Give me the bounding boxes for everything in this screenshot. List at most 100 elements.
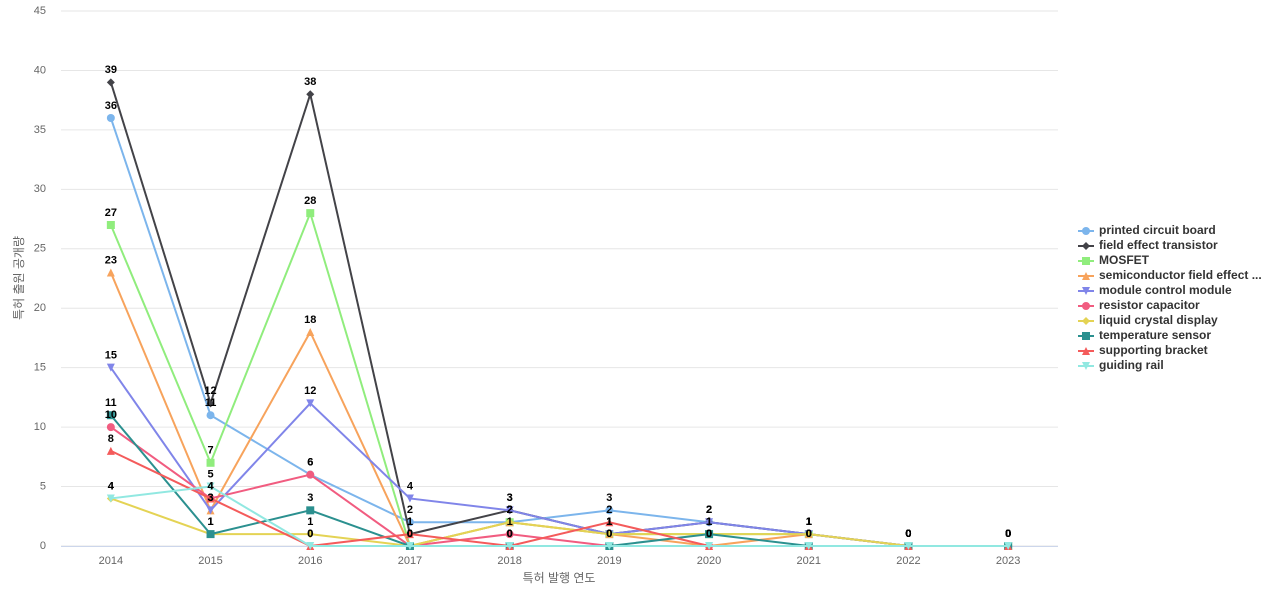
marker bbox=[705, 530, 714, 539]
data-label: 10 bbox=[105, 409, 117, 421]
x-tick-label: 2014 bbox=[99, 555, 123, 567]
data-label: 2 bbox=[606, 504, 612, 516]
y-axis-title: 특허 출원 공개량 bbox=[12, 236, 26, 320]
y-tick-label: 20 bbox=[34, 302, 46, 314]
data-label: 1 bbox=[706, 516, 712, 528]
series-line bbox=[110, 497, 1009, 548]
data-label: 0 bbox=[407, 528, 413, 540]
data-label: 11 bbox=[105, 397, 117, 409]
data-label: 3 bbox=[207, 492, 213, 504]
marker bbox=[904, 542, 913, 550]
marker bbox=[206, 458, 215, 467]
data-label: 0 bbox=[606, 528, 612, 540]
data-label: 1 bbox=[407, 516, 413, 528]
data-label: 0 bbox=[905, 528, 911, 540]
marker bbox=[505, 506, 514, 515]
data-label: 1 bbox=[706, 516, 712, 528]
data-label: 0 bbox=[905, 528, 911, 540]
marker bbox=[306, 506, 315, 515]
data-label: 3 bbox=[207, 492, 213, 504]
marker bbox=[605, 542, 614, 550]
series-line bbox=[110, 367, 1009, 547]
data-label: 3 bbox=[307, 492, 313, 504]
data-label: 6 bbox=[307, 457, 313, 469]
data-label: 0 bbox=[1005, 528, 1011, 540]
data-label: 0 bbox=[905, 528, 911, 540]
series-line bbox=[110, 485, 1009, 547]
series-line bbox=[109, 82, 1009, 547]
data-label: 5 bbox=[207, 468, 213, 480]
data-label: 0 bbox=[806, 528, 812, 540]
marker bbox=[206, 506, 215, 515]
data-label: 0 bbox=[407, 528, 413, 540]
x-tick-label: 2015 bbox=[198, 555, 222, 567]
data-label: 0 bbox=[806, 528, 812, 540]
legend-label: guiding rail bbox=[1099, 358, 1164, 372]
data-label: 0 bbox=[905, 528, 911, 540]
data-label: 0 bbox=[1005, 528, 1011, 540]
legend-label: resistor capacitor bbox=[1099, 298, 1200, 312]
marker bbox=[106, 221, 115, 229]
data-label: 2 bbox=[706, 504, 712, 516]
data-label: 1 bbox=[806, 516, 812, 528]
legend-label: semiconductor field effect ... bbox=[1099, 268, 1262, 282]
marker bbox=[206, 494, 215, 503]
legend-label: field effect transistor bbox=[1099, 238, 1218, 252]
data-label: 0 bbox=[1005, 528, 1011, 540]
data-label: 12 bbox=[304, 385, 316, 397]
data-label: 0 bbox=[905, 528, 911, 540]
data-label: 3 bbox=[507, 492, 513, 504]
data-label: 0 bbox=[307, 528, 313, 540]
y-tick-label: 25 bbox=[34, 243, 46, 255]
data-label: 1 bbox=[806, 516, 812, 528]
data-label: 0 bbox=[407, 528, 413, 540]
y-tick-label: 40 bbox=[34, 64, 46, 76]
marker bbox=[605, 530, 614, 539]
marker bbox=[106, 268, 115, 277]
data-label: 4 bbox=[407, 480, 414, 492]
data-label: 0 bbox=[1005, 528, 1011, 540]
data-label: 0 bbox=[407, 528, 413, 540]
data-label: 2 bbox=[507, 504, 513, 516]
marker bbox=[106, 114, 115, 122]
data-label: 0 bbox=[1005, 528, 1011, 540]
marker bbox=[605, 518, 614, 527]
data-label: 0 bbox=[407, 528, 413, 540]
legend-label: printed circuit board bbox=[1099, 223, 1216, 237]
data-label: 4 bbox=[207, 480, 214, 492]
data-label: 2 bbox=[507, 504, 513, 516]
data-label: 39 bbox=[105, 64, 117, 76]
marker bbox=[1082, 257, 1090, 265]
marker bbox=[206, 530, 215, 539]
y-tick-label: 5 bbox=[40, 480, 46, 492]
marker bbox=[306, 542, 315, 550]
data-label: 0 bbox=[905, 528, 911, 540]
data-label: 2 bbox=[706, 504, 712, 516]
data-label: 15 bbox=[105, 350, 117, 362]
data-label: 0 bbox=[606, 528, 612, 540]
series-line bbox=[110, 414, 1009, 547]
marker bbox=[306, 399, 315, 408]
data-label: 0 bbox=[1005, 528, 1011, 540]
x-tick-label: 2022 bbox=[896, 555, 920, 567]
marker bbox=[705, 518, 714, 527]
data-label: 0 bbox=[706, 528, 712, 540]
data-label: 38 bbox=[304, 76, 316, 88]
data-label: 1 bbox=[806, 516, 812, 528]
x-axis-title: 특허 발행 연도 bbox=[523, 570, 596, 585]
marker bbox=[1082, 272, 1090, 280]
data-label: 1 bbox=[606, 516, 612, 528]
data-label: 0 bbox=[1005, 528, 1011, 540]
series-line bbox=[109, 117, 1009, 547]
marker bbox=[405, 542, 414, 550]
data-label: 3 bbox=[606, 492, 612, 504]
marker bbox=[306, 209, 315, 218]
series-line bbox=[110, 449, 1009, 548]
data-label: 1 bbox=[806, 516, 812, 528]
data-label: 0 bbox=[806, 528, 812, 540]
marker bbox=[405, 530, 414, 539]
data-label: 0 bbox=[507, 528, 513, 540]
data-label: 2 bbox=[507, 504, 513, 516]
data-label: 23 bbox=[105, 254, 117, 266]
x-tick-label: 2021 bbox=[797, 555, 821, 567]
